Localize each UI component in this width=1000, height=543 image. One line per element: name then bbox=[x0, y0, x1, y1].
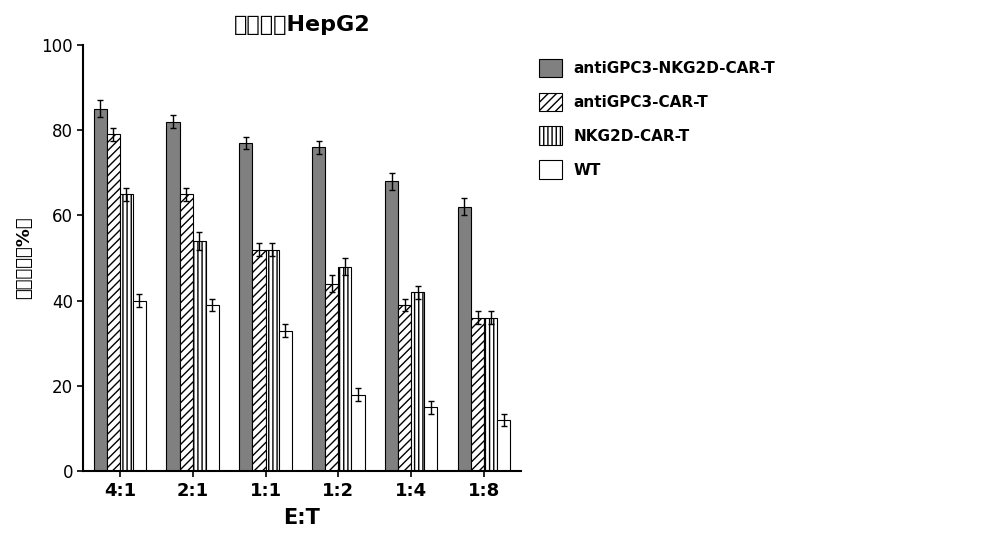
Bar bbox=[252, 250, 266, 471]
Bar bbox=[312, 147, 325, 471]
Bar bbox=[325, 283, 338, 471]
Bar bbox=[385, 181, 398, 471]
Bar bbox=[471, 318, 484, 471]
Bar bbox=[206, 305, 219, 471]
Bar bbox=[166, 122, 180, 471]
Bar bbox=[398, 305, 411, 471]
Bar bbox=[120, 194, 133, 471]
Legend: antiGPC3-NKG2D-CAR-T, antiGPC3-CAR-T, NKG2D-CAR-T, WT: antiGPC3-NKG2D-CAR-T, antiGPC3-CAR-T, NK… bbox=[533, 53, 782, 185]
Bar bbox=[484, 318, 497, 471]
X-axis label: E:T: E:T bbox=[284, 508, 320, 528]
Bar bbox=[424, 407, 437, 471]
Bar bbox=[266, 250, 279, 471]
Bar bbox=[133, 301, 146, 471]
Bar bbox=[338, 267, 351, 471]
Bar bbox=[279, 331, 292, 471]
Y-axis label: 杀伤效率（%）: 杀伤效率（%） bbox=[15, 217, 33, 299]
Bar bbox=[458, 207, 471, 471]
Title: 肝癌细胞HepG2: 肝癌细胞HepG2 bbox=[234, 15, 370, 35]
Bar bbox=[107, 135, 120, 471]
Bar bbox=[351, 395, 365, 471]
Bar bbox=[497, 420, 510, 471]
Bar bbox=[94, 109, 107, 471]
Bar bbox=[193, 241, 206, 471]
Bar bbox=[180, 194, 193, 471]
Bar bbox=[239, 143, 252, 471]
Bar bbox=[411, 292, 424, 471]
